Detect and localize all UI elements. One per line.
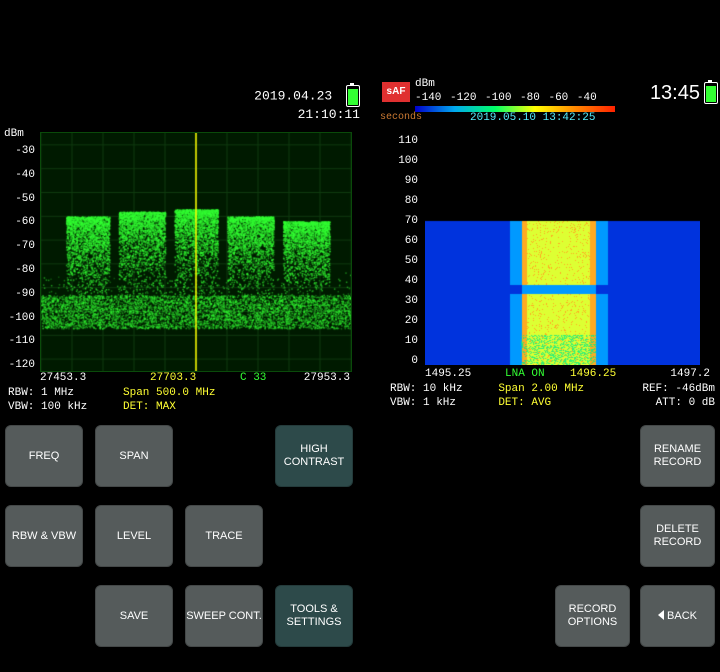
span-label: Span 500.0 MHz	[123, 386, 238, 400]
left-info: RBW: 1 MHz Span 500.0 MHz VBW: 100 kHz D…	[8, 386, 353, 414]
left-header: 2019.04.23 21:10:11	[254, 85, 360, 123]
high-contrast-button[interactable]: HIGH CONTRAST	[275, 425, 353, 487]
r-vbw: VBW: 1 kHz	[390, 396, 498, 410]
rename-record-button[interactable]: RENAME RECORD	[640, 425, 715, 487]
battery-icon	[346, 85, 360, 107]
rbw-vbw-button[interactable]: RBW & VBW	[5, 505, 83, 567]
r-span: Span 2.00 MHz	[498, 382, 606, 396]
vbw-label: VBW: 100 kHz	[8, 400, 123, 414]
span-button[interactable]: SPAN	[95, 425, 173, 487]
wf-x-center: 1496.25	[570, 368, 616, 380]
saf-logo: sAF	[382, 82, 410, 102]
r-att: ATT: 0 dB	[607, 396, 715, 410]
lna-label: LNA ON	[505, 368, 545, 380]
back-arrow-icon	[658, 610, 664, 620]
x-left: 27453.3	[40, 372, 86, 384]
spectrum-plot[interactable]	[40, 132, 352, 372]
left-time: 21:10:11	[298, 107, 360, 122]
wf-x-left: 1495.25	[425, 368, 471, 380]
left-date: 2019.04.23	[254, 88, 332, 103]
r-rbw: RBW: 10 kHz	[390, 382, 498, 396]
delete-record-button[interactable]: DELETE RECORD	[640, 505, 715, 567]
wf-x-right: 1497.2	[670, 368, 710, 380]
waterfall-plot[interactable]	[425, 135, 700, 365]
r-ref: REF: -46dBm	[607, 382, 715, 396]
back-label: BACK	[667, 610, 697, 622]
left-panel: 2019.04.23 21:10:11 dBm -30-40-50-60-70-…	[0, 0, 370, 672]
x-right: 27953.3	[304, 372, 350, 384]
seconds-label: seconds	[380, 112, 422, 123]
freq-button[interactable]: FREQ	[5, 425, 83, 487]
rbw-label: RBW: 1 MHz	[8, 386, 123, 400]
root: 2019.04.23 21:10:11 dBm -30-40-50-60-70-…	[0, 0, 720, 672]
right-info: RBW: 10 kHz Span 2.00 MHz REF: -46dBm VB…	[390, 382, 715, 410]
tools-settings-button[interactable]: TOOLS & SETTINGS	[275, 585, 353, 647]
record-options-button[interactable]: RECORD OPTIONS	[555, 585, 630, 647]
r-det: DET: AVG	[498, 396, 606, 410]
y-axis-label: dBm	[4, 128, 24, 140]
sweep-button[interactable]: SWEEP CONT.	[185, 585, 263, 647]
x-channel: C 33	[240, 372, 266, 384]
level-button[interactable]: LEVEL	[95, 505, 173, 567]
det-label: DET: MAX	[123, 400, 238, 414]
back-button[interactable]: BACK	[640, 585, 715, 647]
right-panel: sAF dBm -140 -120 -100 -80 -60 -40 secon…	[380, 0, 720, 672]
save-button[interactable]: SAVE	[95, 585, 173, 647]
trace-button[interactable]: TRACE	[185, 505, 263, 567]
color-scale-ticks: -140 -120 -100 -80 -60 -40	[415, 92, 599, 104]
record-datetime: 2019.05.10 13:42:25	[470, 112, 595, 124]
battery-icon	[698, 82, 718, 104]
clock: 13:45	[650, 82, 700, 105]
dbm-label: dBm	[415, 78, 435, 90]
x-center: 27703.3	[150, 372, 196, 384]
